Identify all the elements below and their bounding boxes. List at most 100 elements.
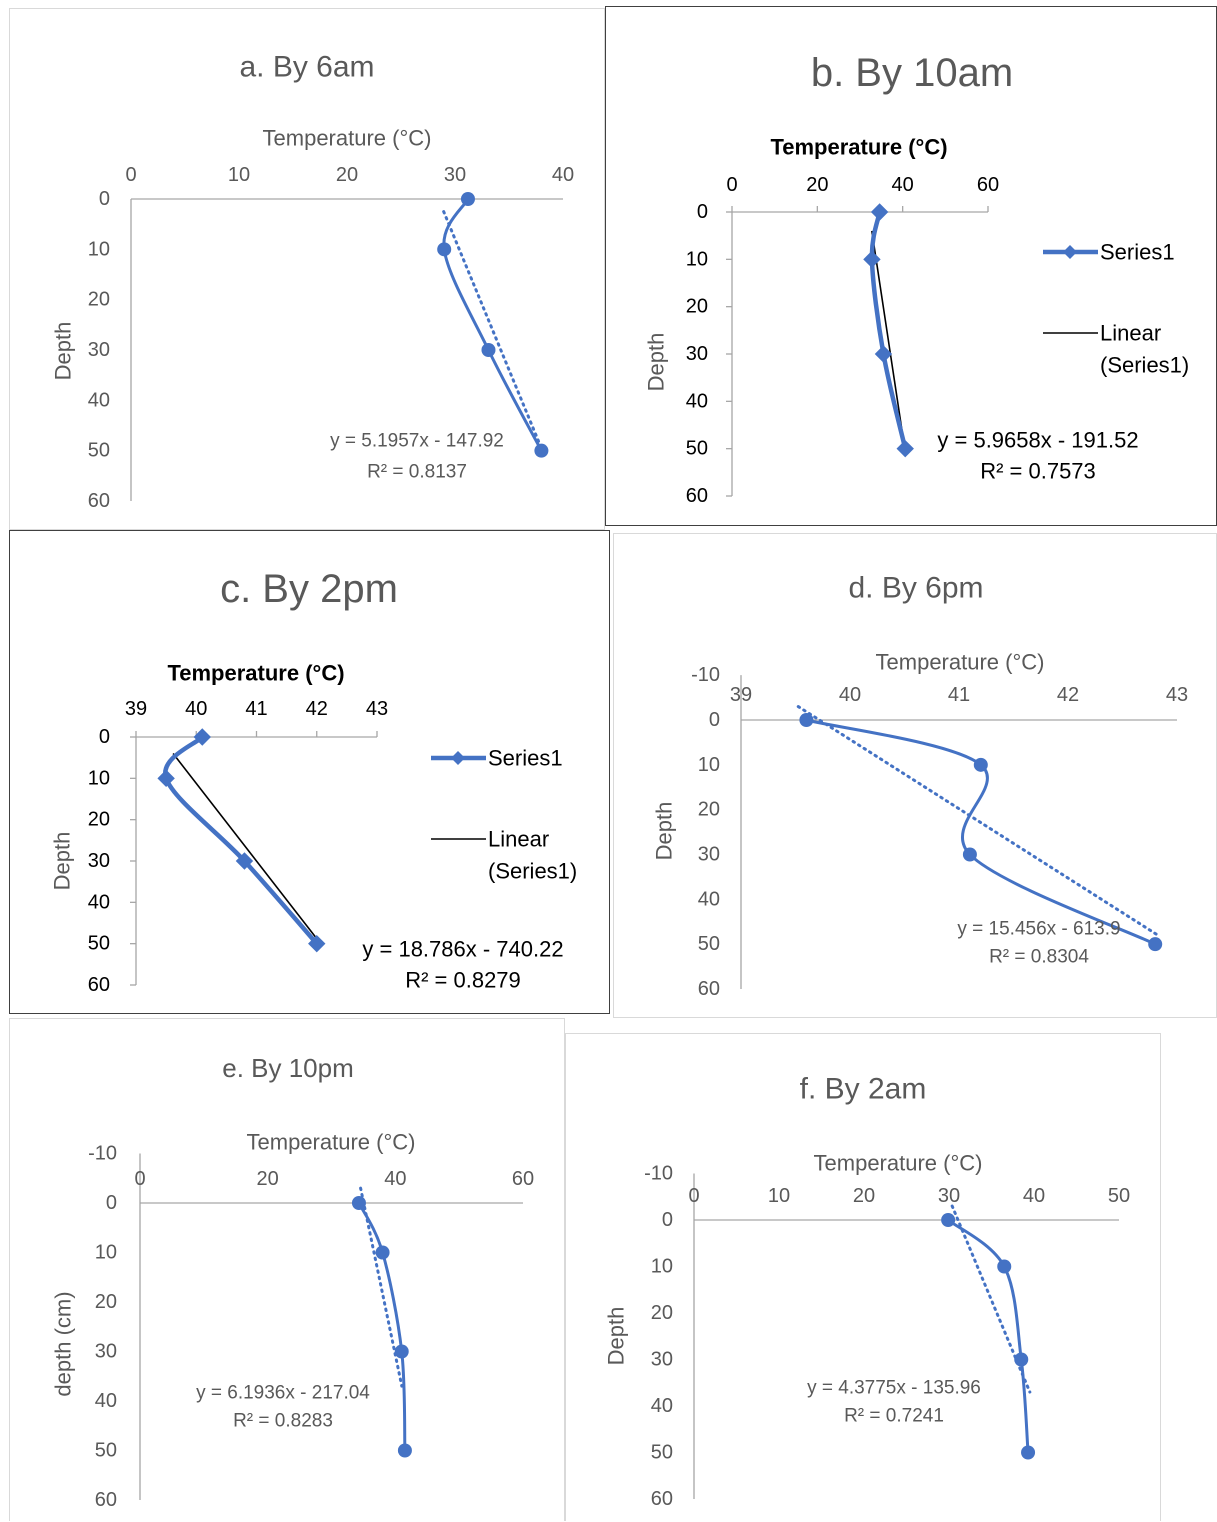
data-point xyxy=(1014,1352,1029,1367)
chart-b-svg: b. By 10am Temperature (°C) Depth 0 20 40 60 0 1… xyxy=(644,51,1190,507)
x-tick-label: 0 xyxy=(688,1185,699,1207)
y-tick-label: 20 xyxy=(88,289,110,311)
x-tick-label: 39 xyxy=(125,698,147,720)
y-tick-label: 60 xyxy=(698,978,720,1000)
data-point xyxy=(157,769,175,788)
y-tick-label: 30 xyxy=(698,844,720,866)
x-axis-title: Temperature (°C) xyxy=(167,661,344,686)
x-tick-label: 10 xyxy=(768,1185,790,1207)
y-axis-title: depth (cm) xyxy=(51,1291,76,1396)
y-tick-label: 30 xyxy=(88,850,110,872)
x-tick-label: 20 xyxy=(257,1168,279,1190)
y-tick-label: 0 xyxy=(106,1192,117,1214)
data-point xyxy=(481,343,496,357)
trendline-equation: y = 6.1936x - 217.04 xyxy=(196,1383,370,1404)
chart-f-svg: f. By 2am Temperature (°C) Depth 0 10 20 30 40 5… xyxy=(604,1073,1131,1511)
y-tick-label: 10 xyxy=(88,767,110,789)
y-axis-title: Depth xyxy=(652,802,677,861)
y-tick-label: 30 xyxy=(88,339,110,361)
y-axis-title: Depth xyxy=(604,1307,629,1366)
chart-panel-d: d. By 6pm Temperature (°C) Depth 39 40 41 42 43… xyxy=(613,533,1217,1018)
chart-a-svg: a. By 6am Temperature (°C) Depth 0 10 20 30 40 0… xyxy=(51,51,575,513)
series-line xyxy=(163,735,319,946)
y-tick-label: 50 xyxy=(686,438,708,460)
y-tick-label: 40 xyxy=(95,1390,117,1412)
data-point xyxy=(1021,1445,1036,1460)
trendline-equation: y = 4.3775x - 135.96 xyxy=(807,1378,981,1399)
data-point xyxy=(308,934,326,953)
x-tick-label: 39 xyxy=(730,684,752,706)
y-tick-label: -10 xyxy=(644,1163,673,1185)
series-line xyxy=(947,1218,1030,1453)
y-tick-label: 50 xyxy=(95,1440,117,1462)
trendline-r2: R² = 0.8279 xyxy=(405,968,521,993)
x-tick-label: 20 xyxy=(853,1185,875,1207)
data-point xyxy=(351,1196,366,1210)
chart-title: e. By 10pm xyxy=(222,1053,354,1083)
data-point xyxy=(460,192,475,206)
y-tick-label: 10 xyxy=(88,238,110,260)
legend-series-marker xyxy=(451,751,465,765)
x-axis-title: Temperature (°C) xyxy=(263,126,432,151)
y-tick-label: 20 xyxy=(88,809,110,831)
y-tick-label: 30 xyxy=(95,1341,117,1363)
y-tick-label: 10 xyxy=(686,248,708,270)
y-tick-label: 60 xyxy=(88,974,110,996)
y-tick-label: -10 xyxy=(691,664,720,686)
data-point xyxy=(941,1213,956,1227)
x-axis-title: Temperature (°C) xyxy=(247,1130,416,1155)
y-axis-title: Depth xyxy=(50,832,75,891)
y-tick-label: 30 xyxy=(686,343,708,365)
legend-linear-label-2: (Series1) xyxy=(488,859,577,884)
data-point xyxy=(397,1443,412,1458)
x-tick-label: 43 xyxy=(366,698,388,720)
data-point xyxy=(193,728,211,746)
legend-linear-label: Linear xyxy=(1100,321,1161,346)
y-axis-title: Depth xyxy=(51,322,76,381)
legend-linear-label-2: (Series1) xyxy=(1100,353,1189,378)
chart-panel-a: a. By 6am Temperature (°C) Depth 0 10 20 30 40 0… xyxy=(9,8,605,530)
x-tick-label: 0 xyxy=(125,164,136,186)
series-line xyxy=(442,198,543,452)
data-point xyxy=(962,847,977,862)
data-point xyxy=(863,250,881,269)
y-tick-label: 10 xyxy=(698,754,720,776)
y-tick-label: 60 xyxy=(95,1489,117,1511)
x-tick-label: 40 xyxy=(384,1168,406,1190)
y-tick-label: 10 xyxy=(651,1256,673,1278)
x-tick-label: 0 xyxy=(726,174,737,196)
y-tick-label: 30 xyxy=(651,1349,673,1371)
chart-panel-f: f. By 2am Temperature (°C) Depth 0 10 20 30 40 5… xyxy=(565,1033,1161,1521)
chart-title: b. By 10am xyxy=(811,51,1013,95)
x-tick-label: 41 xyxy=(948,684,970,706)
x-tick-label: 10 xyxy=(228,164,250,186)
x-tick-label: 41 xyxy=(245,698,267,720)
trendline xyxy=(871,230,906,449)
y-tick-label: 20 xyxy=(686,296,708,318)
trendline-r2: R² = 0.8137 xyxy=(367,462,467,483)
legend-series-marker xyxy=(1063,245,1077,259)
y-tick-label: 0 xyxy=(99,188,110,210)
x-tick-label: 30 xyxy=(444,164,466,186)
data-point xyxy=(235,852,254,870)
x-axis-title: Temperature (°C) xyxy=(814,1151,983,1176)
y-tick-label: 60 xyxy=(686,485,708,507)
series-line xyxy=(357,1202,407,1451)
y-tick-label: 10 xyxy=(95,1242,117,1264)
y-tick-label: 50 xyxy=(88,440,110,462)
y-tick-label: 50 xyxy=(88,933,110,955)
trendline xyxy=(796,705,1160,937)
series-line xyxy=(806,718,1156,946)
chart-title: d. By 6pm xyxy=(848,572,983,605)
chart-d-svg: d. By 6pm Temperature (°C) Depth 39 40 41 42 43… xyxy=(652,572,1189,1001)
trendline-equation: y = 5.1957x - 147.92 xyxy=(330,431,504,452)
trendline-equation: y = 18.786x - 740.22 xyxy=(362,937,563,962)
trendline xyxy=(172,753,322,945)
legend-series-label: Series1 xyxy=(1100,240,1175,265)
y-tick-label: 0 xyxy=(662,1209,673,1231)
chart-title: c. By 2pm xyxy=(220,567,398,611)
y-tick-label: 60 xyxy=(88,490,110,512)
y-tick-label: 20 xyxy=(651,1302,673,1324)
legend-linear-label: Linear xyxy=(488,827,549,852)
trendline-r2: R² = 0.8304 xyxy=(989,947,1089,968)
